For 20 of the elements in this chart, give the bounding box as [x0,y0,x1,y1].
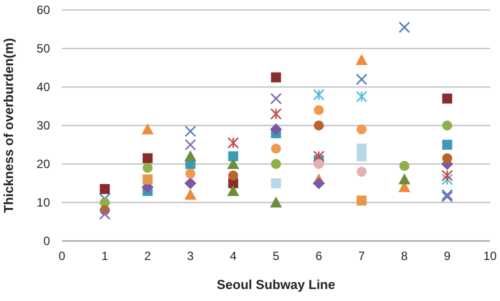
y-tick-label: 0 [43,234,50,248]
y-tick-label: 30 [36,118,50,132]
y-tick-label: 40 [36,80,50,94]
y-tick-label: 20 [36,157,50,171]
x-tick-label: 9 [444,249,451,263]
x-tick-label: 8 [401,249,408,263]
x-tick-label: 4 [230,249,237,263]
y-tick-label: 60 [36,3,50,17]
y-axis-title: Thickness of overburden(m) [1,38,16,213]
y-tick-label: 10 [36,196,50,210]
x-tick-label: 10 [483,249,497,263]
x-tick-label: 6 [315,249,322,263]
x-axis-title: Seoul Subway Line [216,277,336,292]
x-tick-label: 2 [144,249,152,263]
x-tick-label: 0 [58,249,66,263]
x-tick-label: 7 [358,249,366,263]
x-tick-label: 5 [272,249,280,263]
x-tick-label: 1 [101,249,108,263]
x-tick-label: 3 [187,249,194,263]
y-tick-label: 50 [36,42,50,56]
